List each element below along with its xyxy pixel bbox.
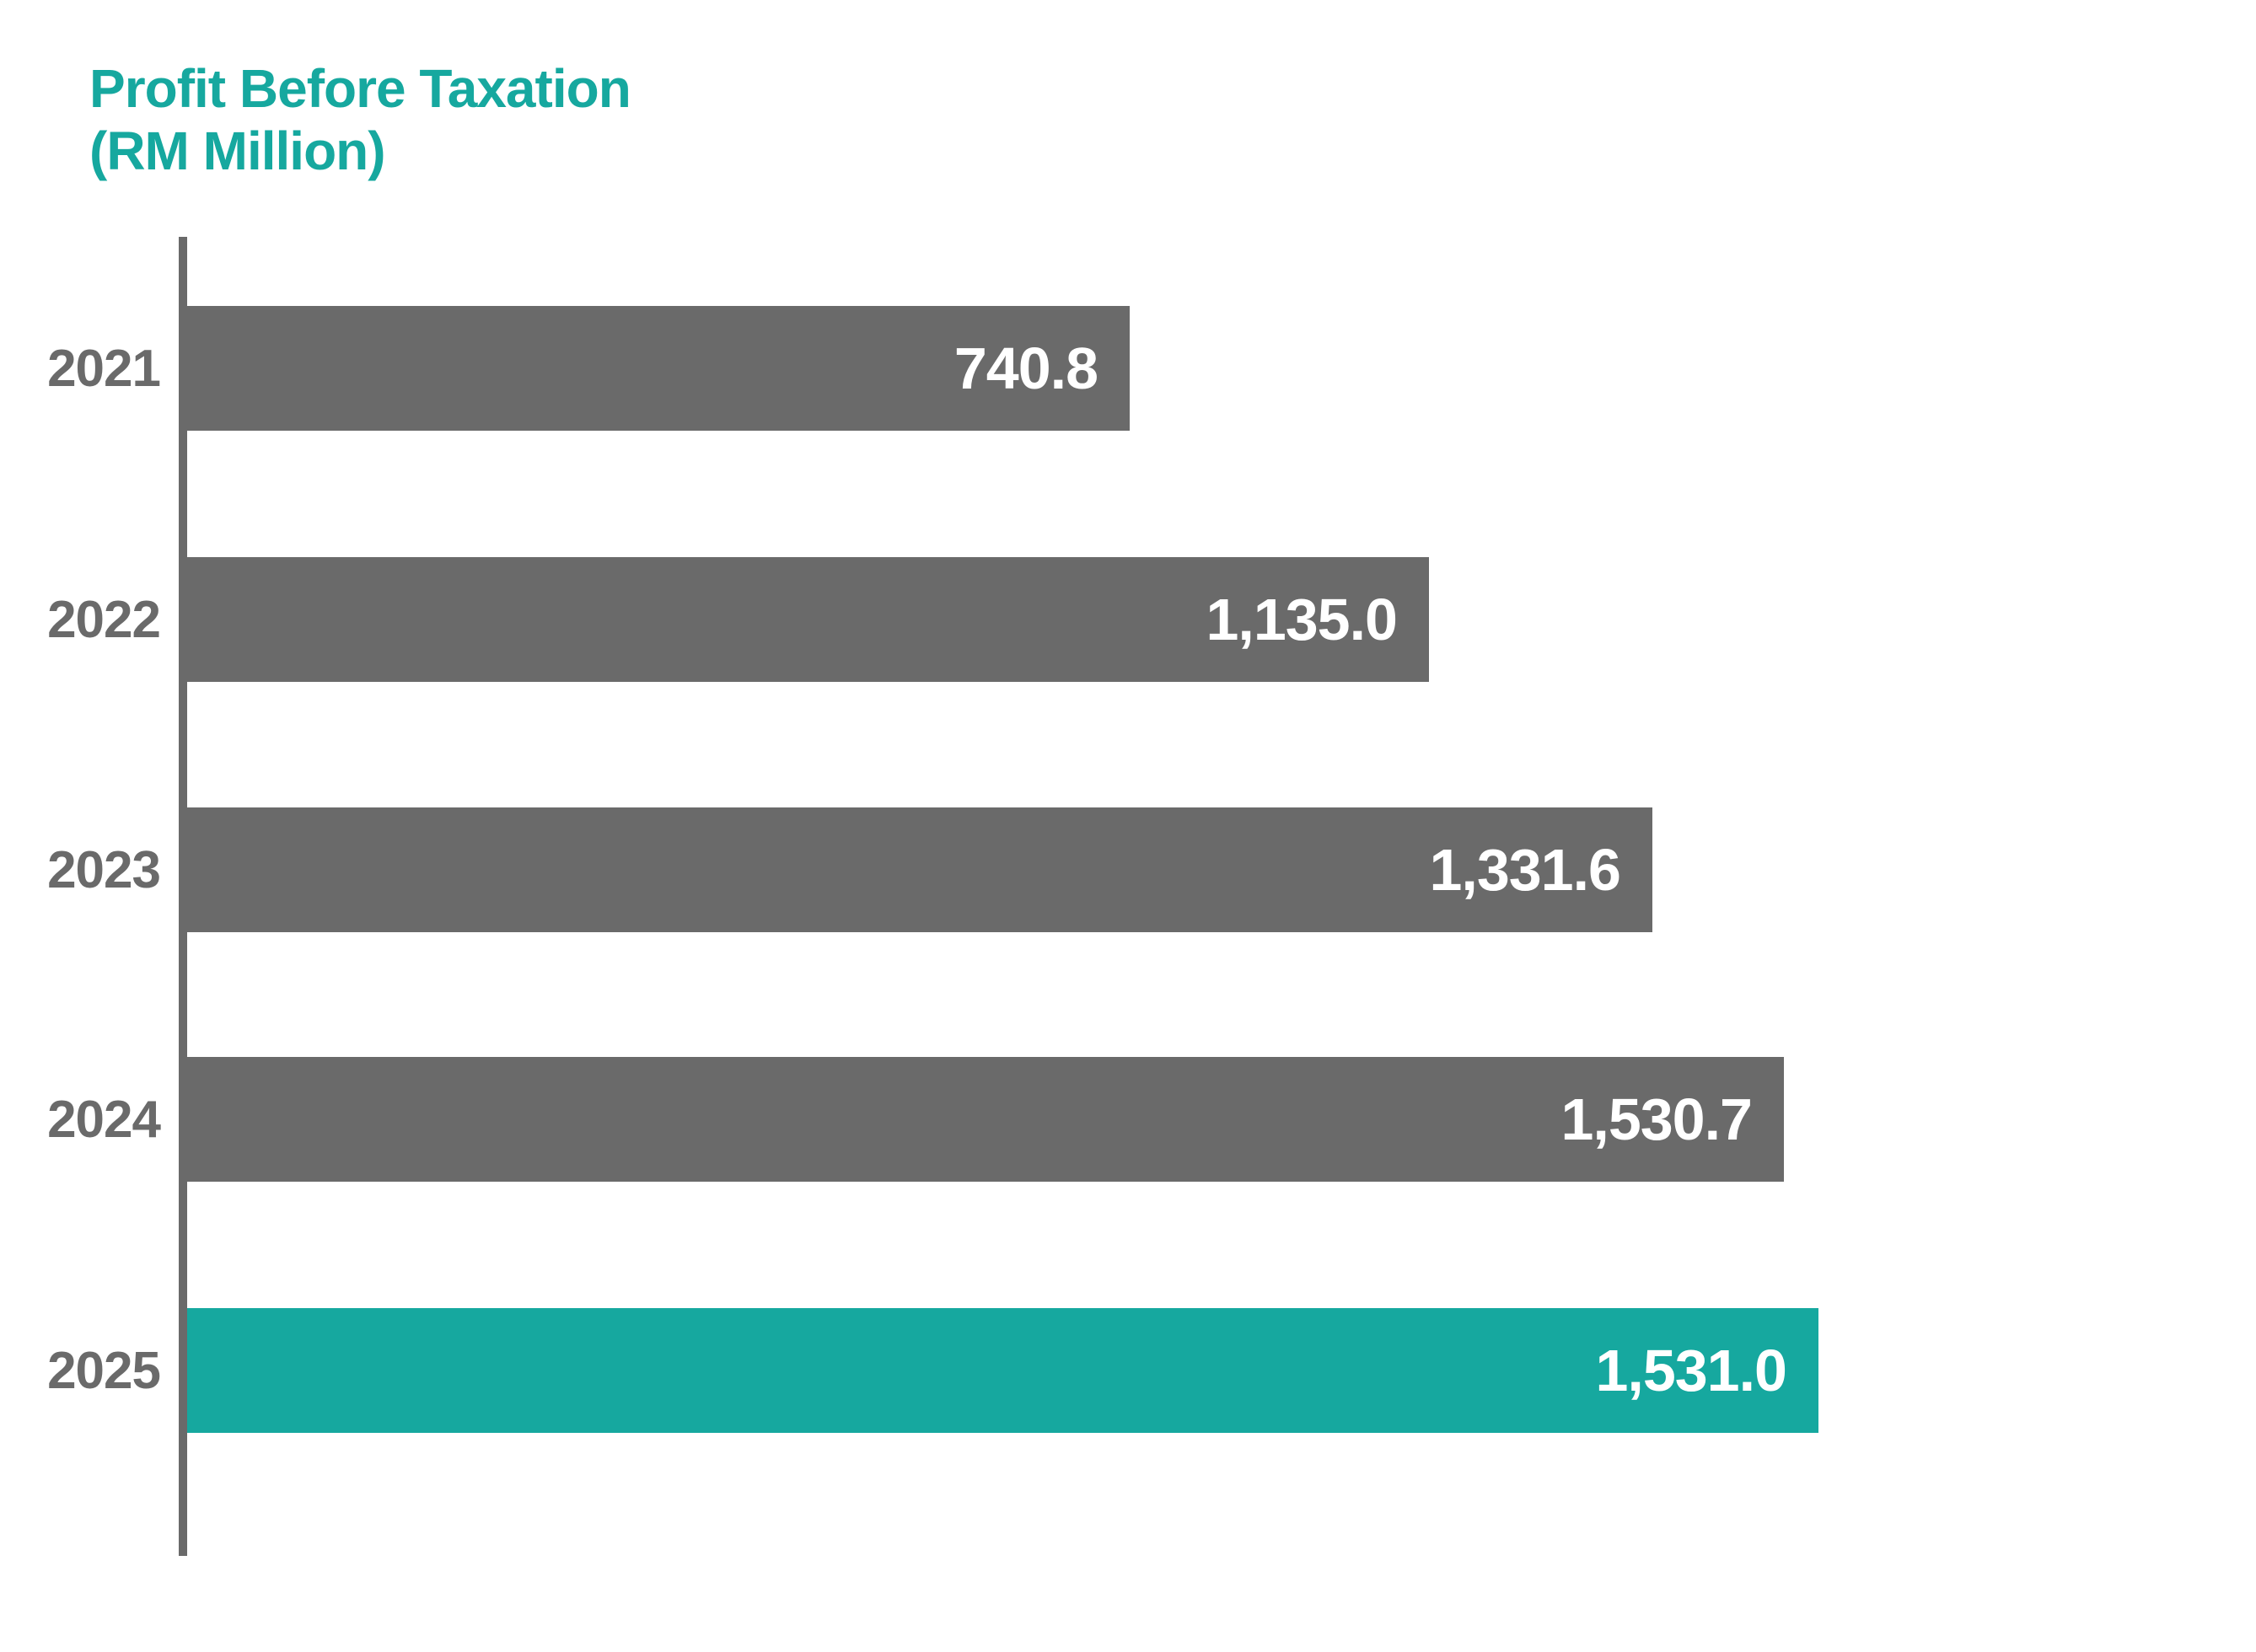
category-label-2023: 2023: [47, 840, 161, 899]
category-label-2025: 2025: [47, 1341, 161, 1400]
category-label-2021: 2021: [47, 339, 161, 398]
bar-row-2024: 2024 1,530.7: [0, 1057, 2256, 1182]
value-label-2022: 1,135.0: [1206, 587, 1398, 652]
chart-title-line1: Profit Before Taxation: [89, 58, 631, 119]
value-label-2021: 740.8: [953, 335, 1098, 401]
value-label-2023: 1,331.6: [1429, 837, 1621, 903]
bar-2022: 1,135.0: [187, 557, 1429, 682]
value-label-2024: 1,530.7: [1560, 1086, 1753, 1152]
bar-2021: 740.8: [187, 306, 1130, 431]
category-label-2024: 2024: [47, 1090, 161, 1149]
bar-2025: 1,531.0: [187, 1308, 1818, 1433]
bar-row-2022: 2022 1,135.0: [0, 557, 2256, 682]
bar-row-2021: 2021 740.8: [0, 306, 2256, 431]
value-label-2025: 1,531.0: [1595, 1338, 1787, 1403]
bar-2023: 1,331.6: [187, 807, 1652, 932]
category-label-2022: 2022: [47, 590, 161, 649]
bar-row-2025-highlight: 2025 1,531.0: [0, 1308, 2256, 1433]
y-axis-line: [179, 237, 187, 1556]
bar-2024: 1,530.7: [187, 1057, 1784, 1182]
chart-title: Profit Before Taxation (RM Million): [89, 57, 631, 182]
chart-title-line2: (RM Million): [89, 121, 386, 181]
bar-row-2023: 2023 1,331.6: [0, 807, 2256, 932]
